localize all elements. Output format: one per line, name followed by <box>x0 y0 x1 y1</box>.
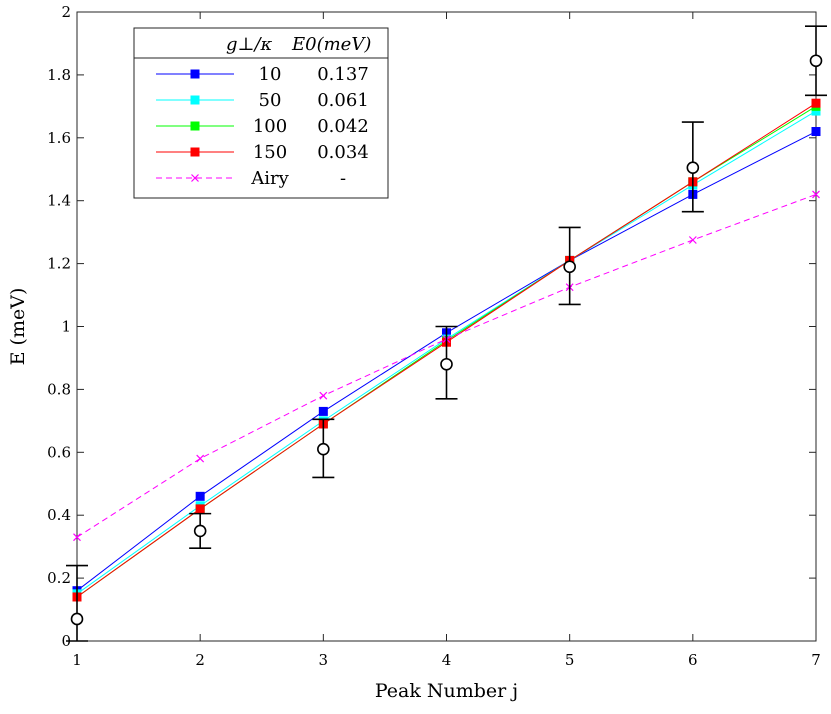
legend-label: 10 <box>259 64 282 85</box>
x-tick-label: 5 <box>565 651 575 669</box>
legend-e0-value: 0.137 <box>317 64 369 85</box>
legend: g⊥/κ E0(meV) 10 0.137 50 0.061 100 0.042 150 0.03… <box>133 27 389 199</box>
legend-e0-value: 0.034 <box>317 142 369 163</box>
x-tick-label: 3 <box>319 651 329 669</box>
legend-marker <box>191 174 199 182</box>
axis-labels: Peak Number j E (meV) <box>7 288 518 702</box>
error-bar-point <box>558 226 581 306</box>
y-tick-label: 1.4 <box>47 192 71 210</box>
measured-data <box>66 25 827 642</box>
x-tick-label: 2 <box>195 651 205 669</box>
data-point <box>811 127 821 137</box>
marker-stroke <box>319 391 328 400</box>
y-axis-label: E (meV) <box>7 288 29 366</box>
legend-e0-value: - <box>340 168 346 189</box>
data-point <box>195 504 205 514</box>
x-tick-label: 4 <box>442 651 452 669</box>
x-tick-label: 1 <box>72 651 82 669</box>
x-tick-label: 7 <box>811 651 821 669</box>
measured-point <box>317 442 330 456</box>
error-bar-point <box>66 564 88 642</box>
marker-stroke <box>812 190 820 199</box>
marker-stroke <box>191 174 199 182</box>
measured-point <box>563 260 576 274</box>
legend-box <box>133 27 389 199</box>
y-tick-label: 2 <box>61 3 71 21</box>
y-tick-label: 0.2 <box>47 569 71 587</box>
legend-e0-value: 0.061 <box>317 90 369 111</box>
legend-entry-airy: Airy - <box>156 168 346 189</box>
data-point <box>812 190 820 199</box>
legend-entry-100: 100 0.042 <box>156 116 369 137</box>
y-tick-label: 1.8 <box>47 66 71 84</box>
legend-marker <box>190 95 200 105</box>
measured-point <box>686 161 700 174</box>
series-airy <box>73 190 820 542</box>
legend-label: 150 <box>253 142 287 163</box>
y-tick-label: 0.4 <box>47 506 71 524</box>
legend-header-g: g⊥/κ <box>226 34 273 55</box>
data-point <box>318 406 328 416</box>
data-point <box>195 491 205 501</box>
data-point <box>688 236 697 244</box>
data-point <box>196 454 205 463</box>
y-tick-label: 1.2 <box>47 255 71 273</box>
measured-point <box>193 524 207 538</box>
data-point <box>811 98 821 108</box>
x-tick-label: 6 <box>688 651 698 669</box>
y-tick-label: 1 <box>61 318 71 336</box>
error-bar-point <box>435 325 458 400</box>
data-point <box>319 391 328 400</box>
legend-marker <box>190 69 200 79</box>
legend-entry-150: 150 0.034 <box>156 142 369 163</box>
y-tick-label: 1.6 <box>47 129 71 147</box>
legend-label: Airy <box>250 168 289 189</box>
measured-point <box>70 612 84 626</box>
legend-marker <box>190 147 200 157</box>
measured-point <box>440 357 453 371</box>
legend-entry-50: 50 0.061 <box>156 90 369 111</box>
marker-stroke <box>73 533 81 542</box>
axis-ticks: 1 2 3 4 5 6 700.20.40.60.811.21.41.61.82 <box>47 3 821 669</box>
legend-marker <box>190 121 200 131</box>
legend-label: 50 <box>259 90 282 111</box>
data-point <box>73 533 81 542</box>
legend-e0-value: 0.042 <box>317 116 369 137</box>
measured-point <box>809 54 823 68</box>
error-bar-point <box>681 121 704 213</box>
y-tick-label: 0.6 <box>47 443 71 461</box>
marker-stroke <box>196 454 205 463</box>
marker-stroke <box>688 236 697 244</box>
x-axis-label: Peak Number j <box>375 680 518 702</box>
error-bar-point <box>312 418 335 479</box>
legend-label: 100 <box>253 116 287 137</box>
legend-header-e0: E0(meV) <box>291 34 371 55</box>
error-bar-point <box>805 25 827 97</box>
y-tick-label: 0.8 <box>47 380 71 398</box>
error-bar-point <box>189 512 212 550</box>
legend-entry-10: 10 0.137 <box>156 64 369 85</box>
